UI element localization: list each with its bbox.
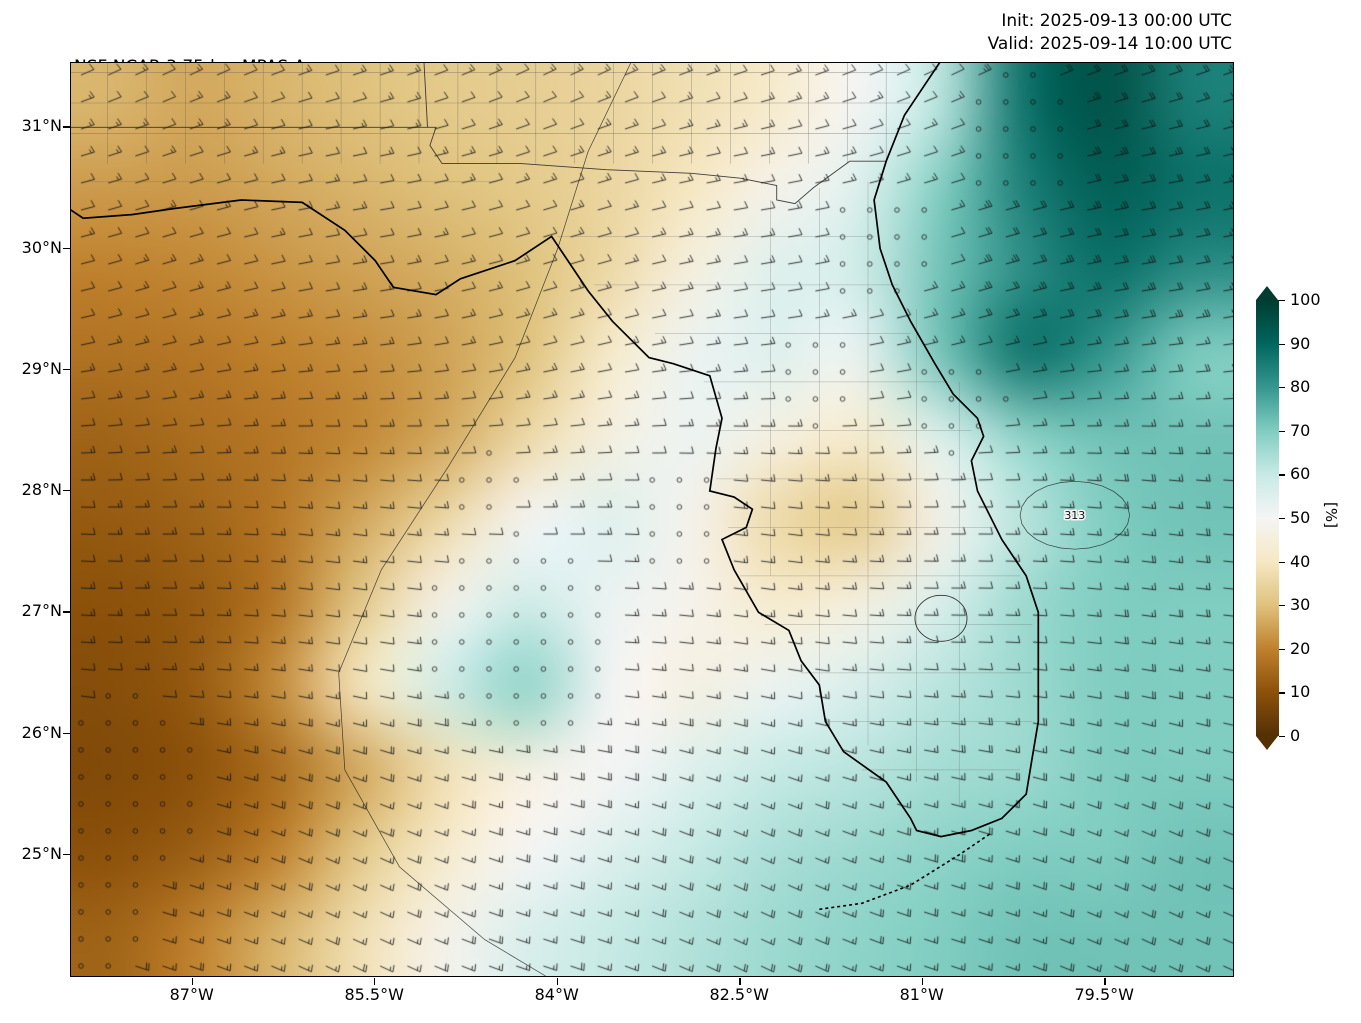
init-time: Init: 2025-09-13 00:00 UTC bbox=[1001, 11, 1232, 31]
lat-tick-label: 25°N bbox=[21, 843, 62, 863]
colorbar-tick-mark bbox=[1279, 605, 1285, 607]
lat-tick-label: 29°N bbox=[21, 358, 62, 378]
lake-okeechobee-outline bbox=[914, 594, 968, 642]
colorbar-tick-label: 0 bbox=[1290, 726, 1301, 745]
lon-tick-label: 85.5°W bbox=[344, 985, 404, 1004]
lat-tick-mark bbox=[63, 126, 70, 128]
lat-tick-mark bbox=[63, 247, 70, 249]
lat-tick-mark bbox=[63, 732, 70, 734]
colorbar-tick-mark bbox=[1279, 692, 1285, 694]
colorbar-tick-label: 20 bbox=[1290, 638, 1311, 658]
colorbar-tick-mark bbox=[1279, 430, 1285, 432]
colorbar-tick-label: 60 bbox=[1290, 464, 1311, 484]
height-contour-label: 313 bbox=[1064, 509, 1085, 522]
lat-tick-label: 31°N bbox=[21, 116, 62, 136]
lon-tick-mark bbox=[191, 978, 193, 985]
height-contour bbox=[338, 63, 632, 976]
colorbar-tick-label: 40 bbox=[1290, 551, 1311, 571]
colorbar-tick-mark bbox=[1279, 736, 1285, 738]
colorbar-tick-label: 100 bbox=[1290, 290, 1321, 309]
lon-tick-label: 79.5°W bbox=[1074, 985, 1134, 1004]
figure-header-right: Init: 2025-09-13 00:00 UTC Valid: 2025-0… bbox=[700, 10, 1232, 56]
lat-tick-mark bbox=[63, 853, 70, 856]
lon-tick-mark bbox=[739, 978, 741, 985]
lat-tick-label: 28°N bbox=[21, 480, 62, 499]
colorbar-extend-max bbox=[1256, 286, 1278, 300]
colorbar-tick-mark bbox=[1279, 648, 1285, 650]
lat-tick-mark bbox=[63, 368, 70, 371]
colorbar-tick-label: 30 bbox=[1290, 595, 1311, 615]
colorbar-tick-mark bbox=[1279, 561, 1285, 563]
florida-keys-coastline bbox=[819, 833, 991, 911]
colorbar-tick-label: 70 bbox=[1290, 420, 1311, 440]
coastline bbox=[71, 63, 1040, 838]
state-border bbox=[71, 126, 887, 205]
lat-tick-mark bbox=[63, 611, 70, 613]
map-overlay: 313 bbox=[71, 63, 1130, 976]
lon-tick-label: 82.5°W bbox=[709, 985, 769, 1004]
colorbar-tick-label: 90 bbox=[1290, 333, 1311, 353]
lon-tick-mark bbox=[1104, 978, 1106, 985]
lon-tick-label: 84°W bbox=[534, 985, 579, 1004]
lat-tick-mark bbox=[63, 490, 70, 492]
colorbar-tick-mark bbox=[1279, 518, 1285, 520]
colorbar-tick-mark bbox=[1279, 474, 1285, 476]
colorbar-tick-label: 10 bbox=[1290, 682, 1311, 702]
lon-tick-mark bbox=[556, 978, 558, 985]
map-plot-area: 313 bbox=[70, 62, 1234, 977]
colorbar-unit-label: [%] bbox=[1321, 502, 1340, 528]
lat-tick-label: 30°N bbox=[21, 237, 62, 257]
humidity-wind-field-canvas bbox=[71, 63, 1233, 976]
lon-tick-label: 81°W bbox=[899, 985, 944, 1004]
lat-tick-label: 26°N bbox=[21, 722, 62, 742]
lon-tick-mark bbox=[921, 978, 924, 985]
lat-tick-label: 27°N bbox=[21, 601, 62, 621]
colorbar-gradient bbox=[1256, 300, 1279, 736]
colorbar-tick-mark bbox=[1279, 343, 1285, 345]
valid-time: Valid: 2025-09-14 10:00 UTC bbox=[987, 34, 1232, 54]
colorbar-tick-mark bbox=[1279, 387, 1285, 389]
lon-tick-mark bbox=[374, 978, 376, 985]
colorbar-tick-mark bbox=[1279, 300, 1285, 302]
colorbar-extend-min bbox=[1256, 736, 1278, 750]
height-contour bbox=[1019, 480, 1130, 550]
colorbar-tick-label: 80 bbox=[1290, 377, 1311, 397]
lon-tick-label: 87°W bbox=[169, 985, 214, 1004]
colorbar-tick-label: 50 bbox=[1290, 508, 1311, 527]
state-border bbox=[423, 63, 428, 128]
